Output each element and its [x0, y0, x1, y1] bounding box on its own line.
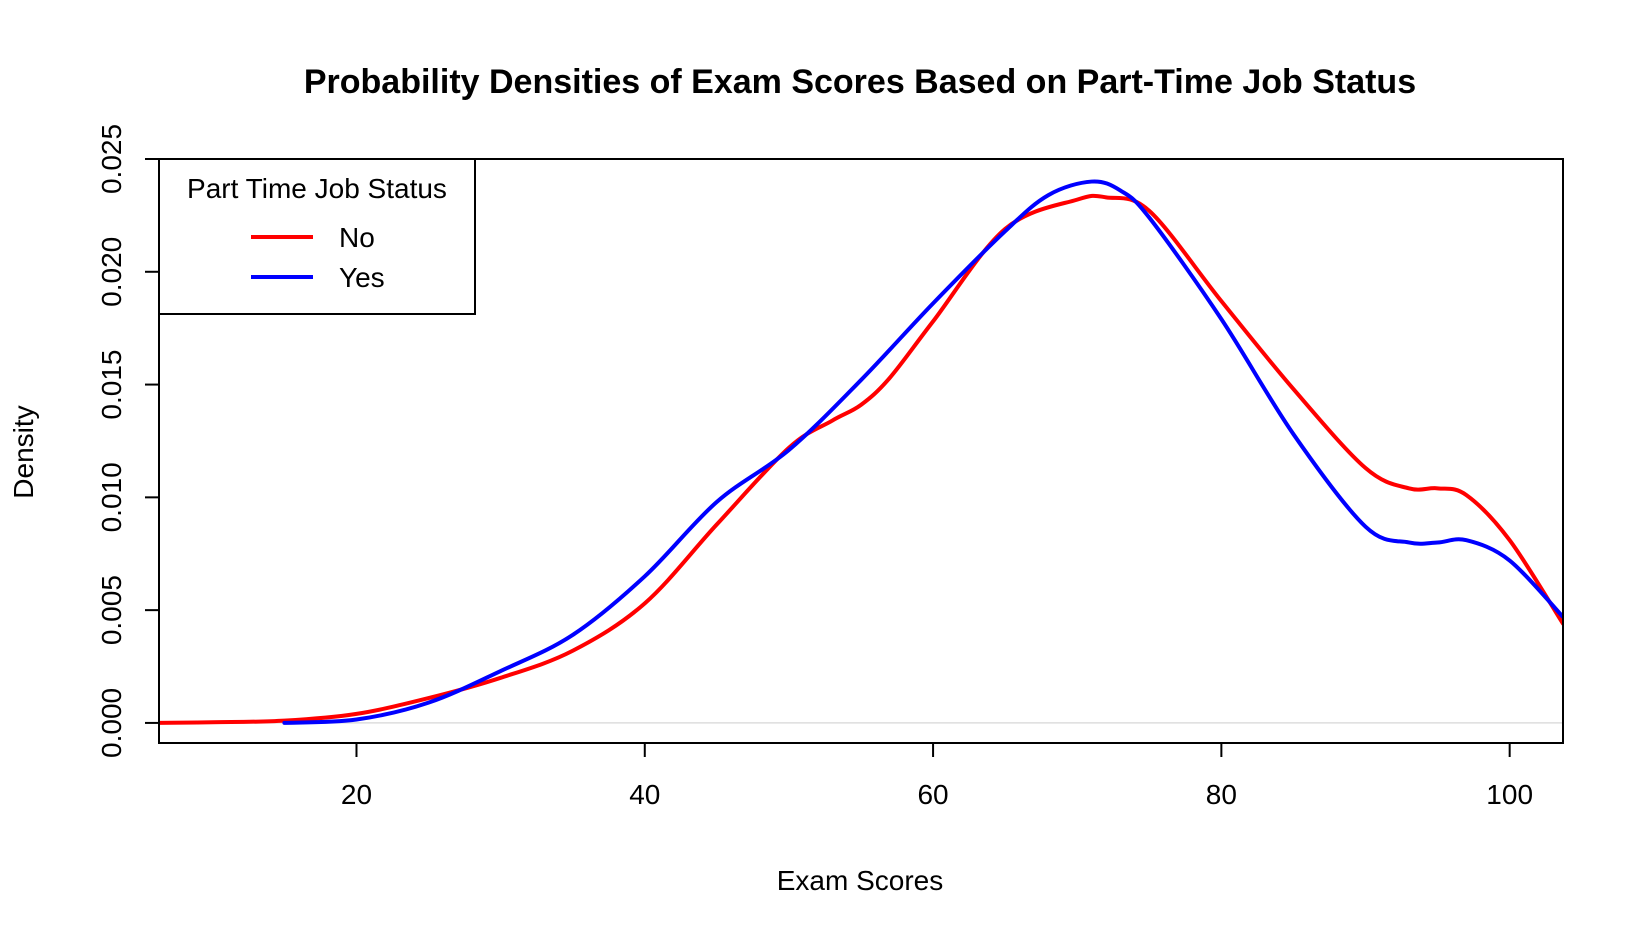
legend-entry-yes: Yes	[339, 262, 385, 293]
y-tick-label: 0.025	[96, 124, 127, 194]
x-tick-label: 80	[1206, 779, 1237, 810]
x-tick-label: 20	[341, 779, 372, 810]
series-line-yes	[282, 179, 1563, 725]
x-axis-label: Exam Scores	[777, 865, 944, 896]
y-axis-label: Density	[8, 405, 39, 498]
y-tick-label: 0.015	[96, 350, 127, 420]
chart-title: Probability Densities of Exam Scores Bas…	[304, 63, 1416, 101]
legend-entry-no: No	[339, 222, 375, 253]
legend-title: Part Time Job Status	[187, 173, 447, 204]
y-tick-label: 0.020	[96, 237, 127, 307]
x-tick-label: 60	[917, 779, 948, 810]
plot-frame	[158, 158, 1564, 744]
legend-box	[158, 158, 476, 315]
y-tick-label: 0.005	[96, 575, 127, 645]
x-tick-label: 40	[629, 779, 660, 810]
series-layer	[159, 179, 1563, 725]
y-axis: 0.000 0.005 0.010 0.015 0.020 0.025	[96, 124, 159, 758]
y-tick-label: 0.010	[96, 462, 127, 532]
legend: Part Time Job Status No Yes	[158, 158, 476, 315]
y-tick-label: 0.000	[96, 688, 127, 758]
x-tick-label: 100	[1486, 779, 1533, 810]
x-axis: 20 40 60 80 100	[341, 743, 1533, 810]
